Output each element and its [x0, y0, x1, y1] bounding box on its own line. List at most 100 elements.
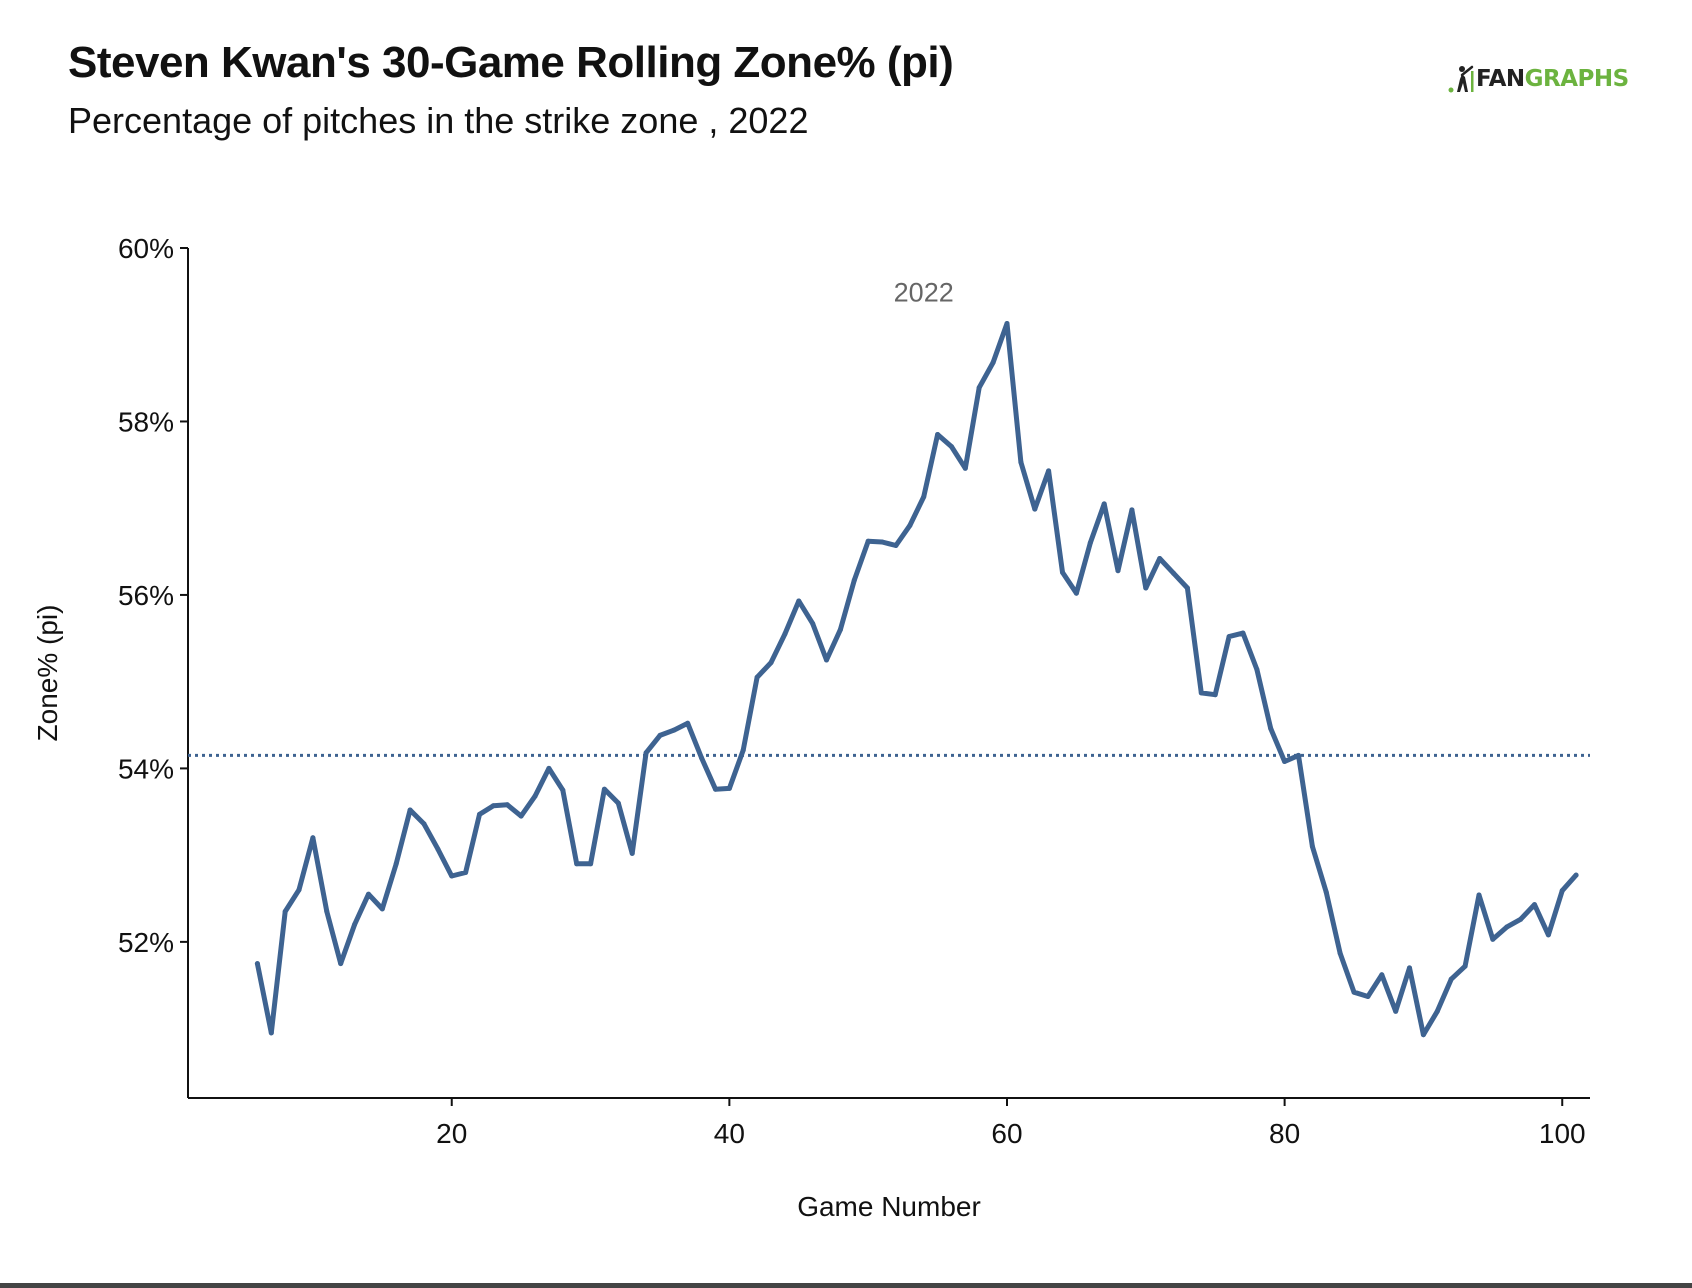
- data-point: [1198, 690, 1204, 696]
- y-tick-label: 56%: [118, 580, 174, 611]
- data-point: [366, 891, 371, 897]
- chart-title: Steven Kwan's 30-Game Rolling Zone% (pi): [68, 38, 954, 87]
- data-point: [268, 1030, 274, 1036]
- data-point: [1087, 540, 1093, 546]
- data-point: [754, 674, 760, 680]
- data-point: [1101, 501, 1107, 507]
- x-tick-label: 40: [714, 1118, 745, 1149]
- data-point: [1532, 902, 1537, 908]
- fangraphs-logo[interactable]: FAN GRAPHS: [1448, 64, 1629, 94]
- data-point: [1365, 994, 1371, 999]
- y-tick-label: 52%: [118, 927, 174, 958]
- data-point: [449, 873, 455, 879]
- y-axis-title: Zone% (pi): [32, 605, 63, 742]
- data-point: [1337, 950, 1343, 956]
- data-point: [518, 813, 524, 819]
- x-tick-label: 80: [1269, 1118, 1300, 1149]
- data-point: [1407, 965, 1412, 971]
- data-point: [546, 765, 552, 771]
- data-point: [643, 750, 649, 756]
- data-point: [893, 543, 899, 548]
- data-point: [629, 850, 635, 856]
- data-point: [990, 360, 996, 365]
- y-tick-label: 58%: [118, 406, 174, 437]
- data-point: [1060, 569, 1065, 575]
- data-point: [1351, 989, 1357, 995]
- data-point: [463, 870, 469, 875]
- data-point: [976, 385, 982, 391]
- data-point: [407, 807, 413, 813]
- data-point: [1018, 459, 1024, 465]
- data-point: [352, 922, 358, 927]
- data-point: [907, 523, 913, 529]
- data-point: [949, 444, 954, 450]
- data-point: [1462, 963, 1468, 969]
- data-point: [1420, 1032, 1426, 1038]
- data-point: [1226, 634, 1232, 640]
- data-point: [1143, 585, 1149, 591]
- series-line: [254, 321, 1579, 1038]
- data-point: [1296, 752, 1301, 758]
- data-point: [1129, 507, 1135, 513]
- x-axis-title: Game Number: [797, 1191, 981, 1222]
- data-point: [393, 861, 399, 867]
- data-point: [782, 631, 788, 637]
- data-point: [768, 660, 774, 666]
- data-point: [796, 598, 802, 604]
- y-tick-label: 54%: [118, 753, 174, 784]
- bottom-divider: [0, 1283, 1692, 1288]
- data-point: [338, 961, 344, 967]
- data-point: [1282, 759, 1288, 764]
- data-point: [713, 786, 718, 792]
- data-point: [1240, 630, 1246, 636]
- data-point: [1046, 468, 1052, 474]
- data-point: [504, 802, 510, 808]
- data-point: [1032, 506, 1038, 512]
- data-point: [1323, 889, 1329, 895]
- data-point: [824, 657, 829, 663]
- data-point: [837, 627, 843, 633]
- data-point: [657, 732, 663, 738]
- data-point: [1379, 972, 1385, 978]
- data-point: [1309, 844, 1315, 849]
- data-point: [935, 432, 941, 437]
- data-point: [560, 787, 566, 793]
- x-tick-label: 60: [991, 1118, 1022, 1149]
- data-point: [588, 861, 594, 867]
- data-point: [1476, 892, 1482, 898]
- logo-text-graphs: GRAPHS: [1524, 66, 1630, 92]
- data-point: [699, 755, 705, 761]
- data-point: [1171, 570, 1177, 576]
- x-tick-label: 100: [1539, 1118, 1586, 1149]
- data-point: [1115, 568, 1121, 574]
- data-point: [421, 821, 427, 827]
- data-point: [490, 803, 496, 809]
- chart-subtitle: Percentage of pitches in the strike zone…: [68, 100, 809, 141]
- data-point: [1393, 1008, 1399, 1014]
- data-point: [310, 835, 316, 841]
- logo-text-fan: FAN: [1476, 66, 1525, 92]
- data-point: [1212, 692, 1218, 698]
- data-point: [1184, 585, 1190, 591]
- data-point: [574, 861, 580, 867]
- data-point: [685, 720, 691, 726]
- data-point: [1004, 321, 1010, 326]
- data-point: [962, 465, 968, 471]
- data-point: [879, 539, 885, 545]
- data-point: [1073, 590, 1079, 596]
- data-point: [1559, 888, 1565, 894]
- season-annotation: 2022: [894, 277, 954, 307]
- data-point: [379, 906, 385, 912]
- data-point: [532, 793, 538, 799]
- data-point: [1545, 932, 1551, 938]
- data-point: [1504, 924, 1510, 930]
- data-point: [726, 785, 732, 791]
- y-tick-label: 60%: [118, 233, 174, 264]
- data-point: [296, 887, 302, 893]
- data-point: [1268, 726, 1274, 731]
- data-point: [1434, 1008, 1440, 1014]
- data-point: [740, 747, 746, 753]
- data-point: [601, 786, 607, 792]
- data-point: [851, 577, 857, 583]
